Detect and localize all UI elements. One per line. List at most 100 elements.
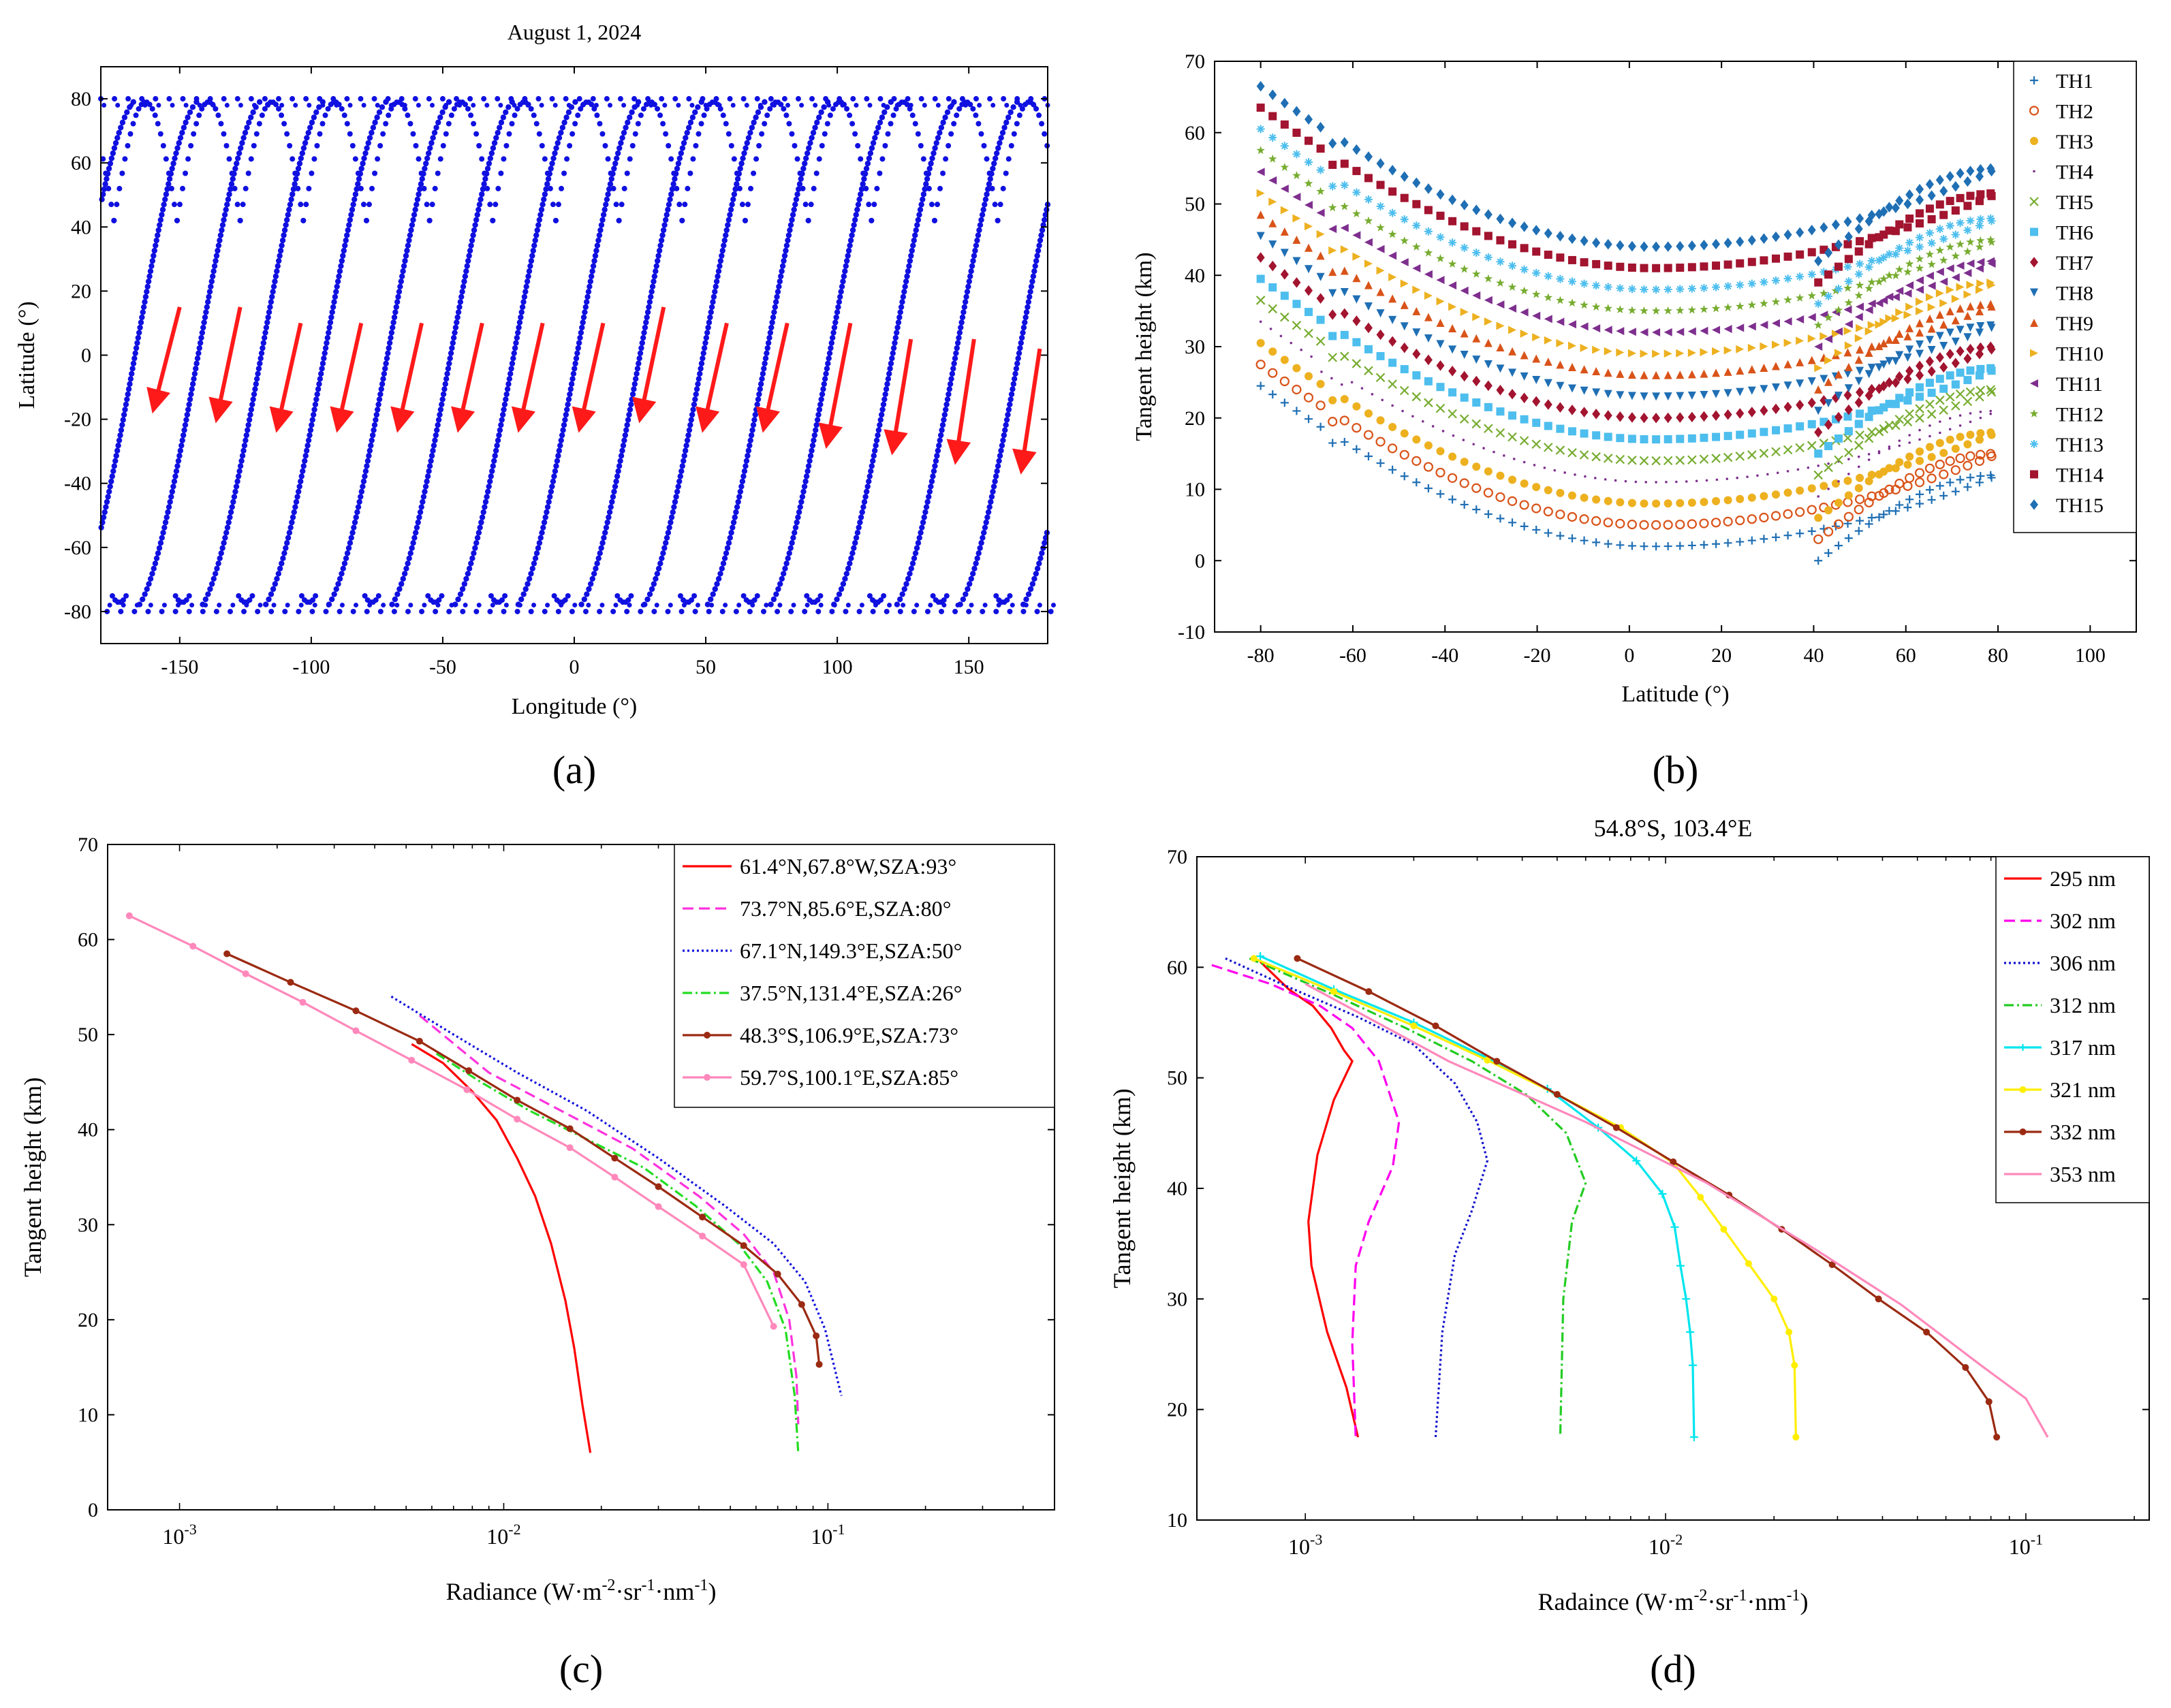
data-point [1340, 383, 1343, 386]
x-axis-label-part: Radiance (W·m [446, 1578, 602, 1605]
data-point [1844, 404, 1853, 415]
data-point [1472, 227, 1481, 236]
data-point [1976, 163, 1985, 175]
data-point [1939, 234, 1948, 243]
data-point [1483, 488, 1493, 498]
orbit-point [341, 247, 347, 254]
orbit-point [495, 185, 501, 191]
data-point [1814, 556, 1823, 565]
orbit-point [923, 181, 929, 187]
orbit-point [723, 121, 729, 127]
orbit-point [114, 447, 121, 454]
orbit-point [118, 427, 125, 433]
data-point [1424, 227, 1433, 236]
data-point [1927, 388, 1936, 397]
data-point [1760, 256, 1768, 265]
orbit-point [765, 340, 772, 346]
orbit-point [1018, 102, 1023, 108]
series-TH12 [1256, 146, 1996, 329]
data-point [1352, 402, 1361, 411]
orbit-point [743, 458, 750, 464]
data-point [1553, 469, 1557, 472]
orbit-point [225, 196, 232, 203]
orbit-point [950, 366, 956, 372]
orbit-point [452, 324, 459, 331]
orbit-point [724, 545, 731, 551]
orbit-point [920, 519, 926, 526]
data-point [1834, 541, 1843, 550]
orbit-point [789, 131, 795, 137]
orbit-point [409, 545, 415, 551]
data-point [1966, 217, 1975, 225]
legend-box [1995, 856, 2150, 1203]
data-point [1926, 473, 1937, 484]
orbit-point [467, 96, 473, 102]
orbit-point [933, 458, 939, 464]
panel-a: -150 -100 -50 0 50 100 150-80-60-40-2002040608… [14, 20, 1056, 792]
orbit-point [851, 222, 857, 228]
orbit-point [322, 112, 328, 118]
data-point [1556, 402, 1565, 413]
x-axis-label-part: ·sr [1707, 1588, 1733, 1615]
data-point [1875, 1295, 1882, 1303]
orbit-point [797, 170, 803, 176]
orbit-point [287, 524, 294, 531]
orbit-point [558, 129, 564, 136]
orbit-point [166, 96, 172, 102]
orbit-point [916, 535, 922, 541]
data-point [1969, 412, 1972, 415]
data-point [1824, 377, 1833, 386]
data-point [1939, 384, 1948, 393]
orbit-point [390, 319, 396, 326]
x-tick-exponent: -1 [2031, 1531, 2043, 1548]
orbit-point [1007, 401, 1013, 408]
orbit-point [914, 222, 920, 228]
data-point [1255, 296, 1266, 305]
orbit-point [595, 555, 602, 562]
data-point [1700, 304, 1708, 313]
data-point [1460, 264, 1469, 273]
data-point [1664, 542, 1672, 551]
orbit-point [295, 165, 302, 172]
orbit-arrows [146, 306, 1042, 475]
series-line-6 [1296, 957, 1998, 1438]
orbit-point [591, 106, 597, 112]
orbit-point [960, 309, 967, 315]
orbit-point [173, 468, 180, 475]
data-point [1796, 379, 1805, 388]
data-point [1268, 133, 1277, 142]
orbit-point [968, 268, 974, 274]
data-point [1592, 237, 1601, 249]
data-point [1496, 407, 1505, 416]
orbit-point [257, 355, 264, 362]
orbit-point [936, 442, 942, 449]
orbit-point [971, 565, 978, 572]
orbit-point [132, 350, 138, 356]
orbit-point [697, 370, 703, 377]
orbit-point [458, 294, 465, 300]
orbit-point [727, 212, 733, 218]
data-point [1760, 278, 1768, 287]
orbit-point [1014, 121, 1020, 127]
orbit-point [260, 345, 266, 351]
data-point [1364, 195, 1373, 204]
data-point [1664, 349, 1672, 358]
data-point [1963, 202, 1972, 210]
orbit-point [112, 96, 118, 102]
orbit-point [352, 196, 358, 203]
orbit-point [614, 473, 621, 479]
orbit-point [690, 156, 696, 162]
x-tick-exponent: -2 [508, 1521, 520, 1538]
orbit-point [775, 608, 781, 614]
orbit-point [986, 170, 993, 176]
data-point [1268, 283, 1277, 291]
orbit-point [736, 603, 742, 608]
data-point [1670, 1222, 1679, 1231]
orbit-point [160, 142, 166, 148]
orbit-point [364, 608, 370, 614]
data-point [1783, 424, 1792, 433]
orbit-point [569, 131, 576, 137]
data-point [1363, 430, 1374, 440]
orbit-point [331, 591, 337, 597]
orbit-point [682, 447, 689, 454]
